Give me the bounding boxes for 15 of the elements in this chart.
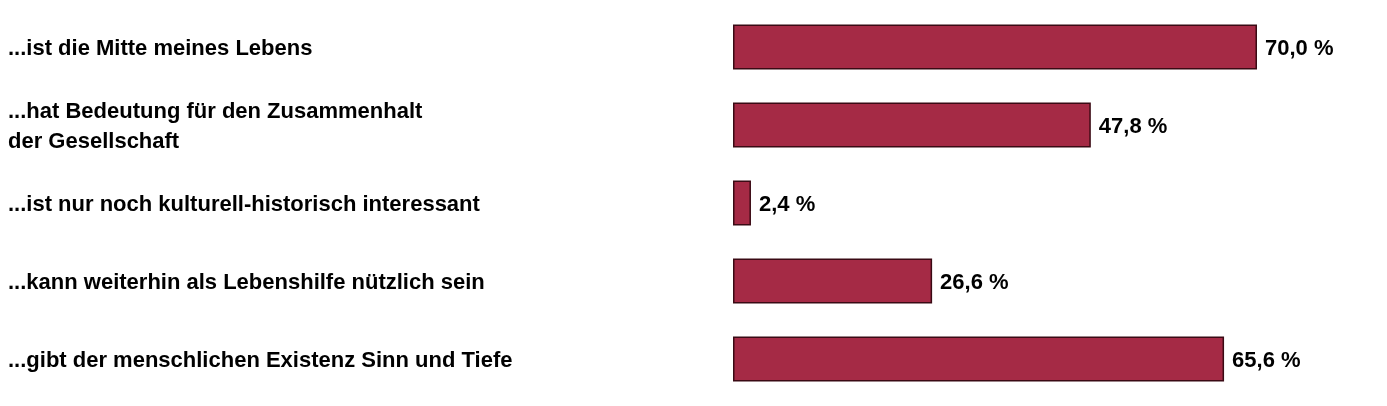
- bar: [733, 258, 933, 304]
- bar: [733, 24, 1257, 70]
- data-label: 70,0 %: [1265, 34, 1334, 60]
- data-label: 2,4 %: [758, 190, 816, 216]
- y-tick-label: ...hat Bedeutung für den Zusammenhalt der Gesellschaft: [8, 97, 424, 153]
- y-tick-label: ...ist die Mitte meines Lebens: [8, 34, 313, 60]
- bar: [733, 336, 1225, 382]
- data-label: 65,6 %: [1232, 346, 1301, 372]
- bar: [733, 180, 751, 226]
- bar: [733, 102, 1091, 148]
- data-label: 26,6 %: [940, 268, 1009, 294]
- y-tick-label: ...ist nur noch kulturell-historisch interessant: [8, 190, 481, 216]
- y-tick-label: ...gibt der menschlichen Existenz Sinn und Tiefe: [8, 346, 513, 372]
- y-tick-label: ...kann weiterhin als Lebenshilfe nützlich sein: [8, 268, 485, 294]
- data-label: 47,8 %: [1098, 112, 1168, 138]
